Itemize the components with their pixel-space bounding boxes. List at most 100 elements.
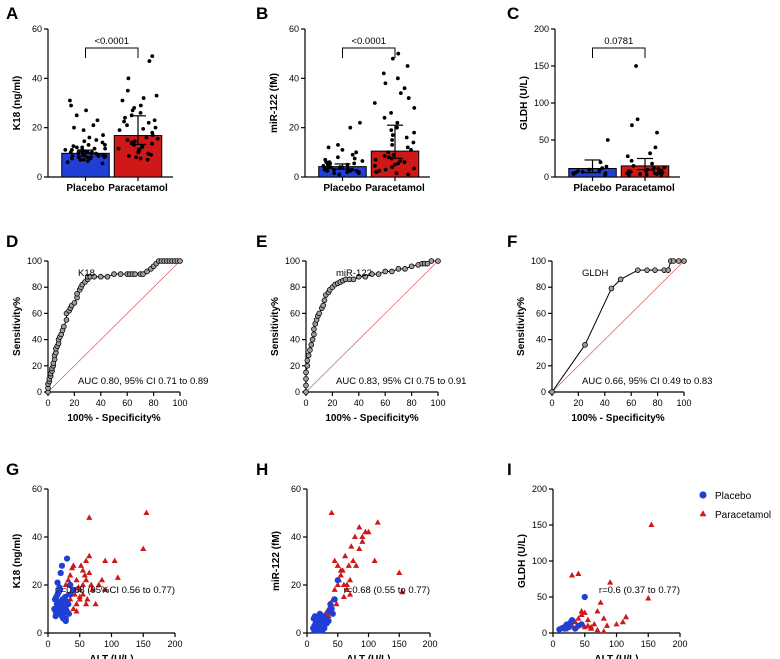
legend-placebo-label: Placebo [715,491,752,502]
roc-point [408,263,415,270]
data-point [390,143,395,147]
x-tick-label: 200 [422,639,437,649]
data-point [634,64,638,68]
paracetamol-point [345,562,352,568]
data-point [337,172,342,177]
paracetamol-point [79,591,86,597]
data-point [154,93,159,98]
roc-point [305,352,312,359]
paracetamol-point [98,576,106,583]
roc-point [132,271,138,277]
paracetamol-point [114,574,121,580]
placebo-point [568,616,576,624]
x-tick-label: 40 [96,398,106,408]
x-axis-title: 100% - Specificity% [67,413,160,424]
y-tick-label: 20 [289,123,299,133]
data-point [86,143,91,147]
paracetamol-point [619,618,626,625]
data-point [80,145,85,150]
data-point [126,76,131,81]
y-tick-label: 0 [542,628,547,638]
data-point [652,166,656,171]
x-axis-title: 100% - Specificity% [325,413,418,424]
placebo-point [581,593,588,601]
x-axis-title: ALT (U/L) [89,654,133,659]
legend-placebo-marker [699,491,707,499]
y-tick-label: 150 [534,61,549,71]
panel-A: 0 20 40 60 K18 (ng/ml) Placebo Paracetamol <0.0… [12,24,173,194]
roc-point [670,258,677,264]
paracetamol-point [581,623,588,630]
roc-point [402,266,408,272]
roc-point [395,266,402,272]
y-tick-label: 100 [27,256,42,266]
data-point [129,140,134,145]
data-point [117,128,122,133]
data-point [100,152,105,157]
data-point [644,172,649,177]
y-tick-label: 60 [32,308,42,318]
data-point [71,144,76,149]
paracetamol-point [356,524,363,530]
data-point [409,147,413,152]
paracetamol-point [92,600,99,607]
data-point [389,128,394,133]
roc-point [369,271,375,277]
y-tick-label: 40 [32,73,42,83]
paracetamol-point [84,596,91,602]
data-point [125,123,129,128]
data-point [125,138,130,142]
category-label: Paracetamol [108,183,168,194]
roc-point [311,326,317,332]
data-point [95,118,100,123]
data-point [126,154,131,158]
x-tick-label: 150 [641,639,656,649]
data-point [383,167,388,172]
roc-point [177,258,183,264]
paracetamol-point [365,528,372,535]
roc-point [428,258,435,264]
y-tick-label: 100 [534,98,549,108]
roc-point [303,376,309,382]
legend-paracetamol-label: Paracetamol [715,510,771,521]
roc-point [321,297,328,304]
x-tick-label: 80 [149,398,159,408]
x-tick-label: 20 [573,398,583,408]
x-tick-label: 60 [122,398,132,408]
paracetamol-point [73,600,80,607]
x-tick-label: 50 [75,639,85,649]
category-label: Paracetamol [365,183,425,194]
roc-point [71,300,78,306]
legend-paracetamol-marker [699,510,707,517]
paracetamol-point [70,605,77,612]
y-tick-label: 0 [541,387,546,397]
paracetamol-point [86,552,93,559]
placebo-point [321,615,328,622]
roc-point [104,273,111,280]
y-axis-title: miR-122 (fM) [269,73,280,133]
placebo-point [63,555,71,562]
y-tick-label: 60 [291,484,301,494]
data-point [345,170,350,174]
legend: Placebo Paracetamol [699,491,771,521]
data-point [100,161,105,166]
data-point [134,155,139,160]
roc-point [424,260,431,267]
data-point [653,145,658,150]
paracetamol-point [575,570,582,576]
panel-label-e: E [256,232,267,251]
y-tick-label: 40 [536,335,546,345]
paracetamol-point [88,581,95,588]
data-point [381,71,386,76]
paracetamol-point [83,576,90,583]
paracetamol-point [343,586,351,592]
data-point [120,98,125,103]
auc-annotation: AUC 0.66, 95% CI 0.49 to 0.83 [582,376,712,387]
placebo-point [58,562,66,569]
paracetamol-point [86,514,93,520]
paracetamol-point [346,576,354,583]
roc-point [303,382,309,389]
x-tick-label: 0 [303,398,308,408]
paracetamol-point [340,593,347,600]
paracetamol-point [337,572,344,578]
